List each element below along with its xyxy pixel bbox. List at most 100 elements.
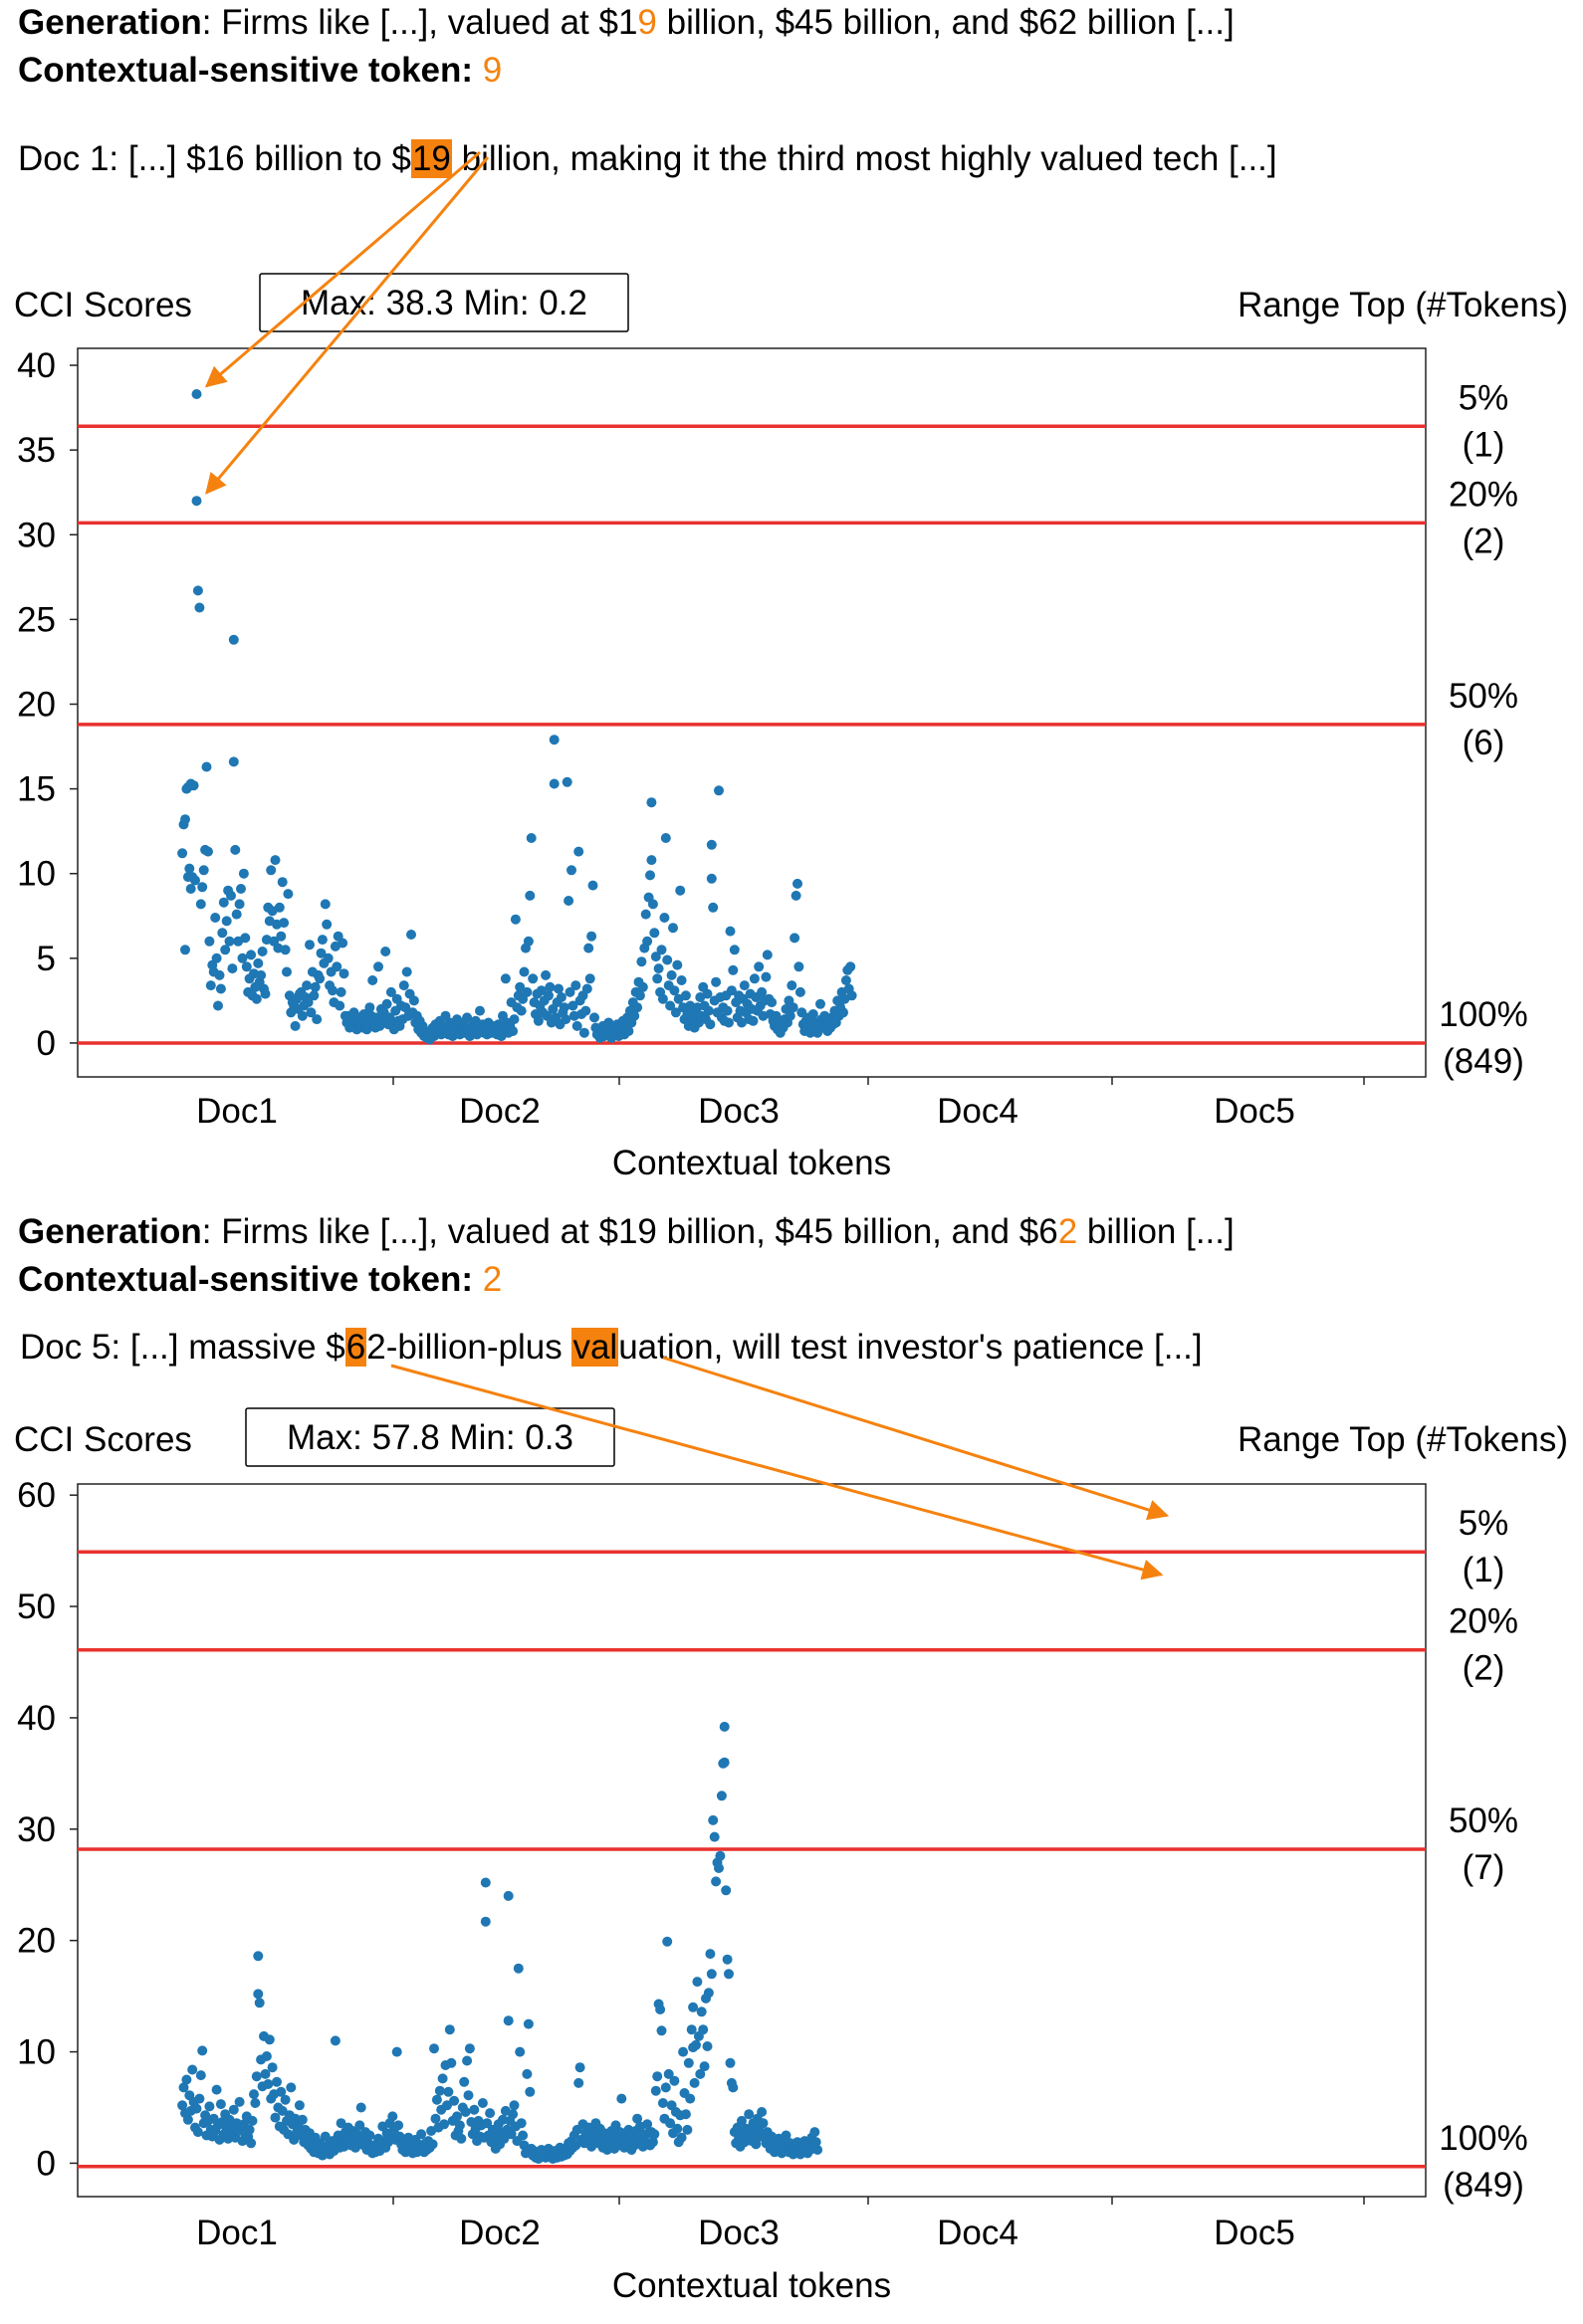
- data-point: [616, 2093, 627, 2104]
- data-point: [722, 1954, 733, 1965]
- data-point: [400, 1002, 411, 1013]
- data-point: [182, 2114, 193, 2125]
- token-label: Contextual-sensitive token: [18, 51, 462, 90]
- doc-text: Doc 1: [...] $16 billion to $: [18, 139, 411, 178]
- data-point: [214, 969, 225, 980]
- token-label: Contextual-sensitive token: [18, 1260, 462, 1299]
- x-axis-title: Contextual tokens: [612, 1144, 891, 1182]
- data-point: [632, 1002, 643, 1013]
- data-point: [385, 986, 396, 997]
- data-point: [702, 988, 713, 999]
- data-point: [246, 2138, 257, 2149]
- data-point: [652, 973, 663, 984]
- data-point: [566, 865, 576, 876]
- data-point: [364, 2130, 375, 2141]
- data-point: [250, 2098, 261, 2108]
- data-point: [787, 980, 797, 991]
- data-point: [264, 2034, 275, 2045]
- data-point: [726, 985, 737, 996]
- data-point: [286, 2082, 297, 2093]
- token-sep: :: [461, 51, 483, 90]
- data-point: [675, 885, 686, 896]
- data-point: [659, 913, 670, 923]
- data-point: [459, 2076, 470, 2087]
- data-point: [660, 833, 671, 843]
- data-point: [689, 2077, 700, 2088]
- data-point: [277, 2105, 288, 2116]
- data-point: [623, 1026, 634, 1036]
- data-point: [320, 2131, 331, 2142]
- data-point: [211, 952, 222, 963]
- data-point: [416, 2129, 427, 2140]
- data-point: [429, 2043, 439, 2054]
- doc-highlight: val: [571, 1328, 619, 1367]
- data-point: [657, 993, 668, 1004]
- data-point: [676, 975, 687, 985]
- data-point: [328, 985, 338, 996]
- threshold-count: (849): [1443, 1042, 1524, 1081]
- data-point: [181, 2074, 192, 2085]
- data-point: [289, 2134, 300, 2145]
- scatter-points: [177, 389, 857, 1045]
- token-value: 9: [482, 51, 503, 90]
- data-point: [645, 870, 655, 881]
- data-point: [194, 2093, 205, 2104]
- data-point: [794, 986, 805, 997]
- data-point: [791, 890, 801, 901]
- data-point: [711, 976, 722, 987]
- data-point: [792, 878, 802, 889]
- data-point: [303, 997, 314, 1008]
- y-tick-label: 20: [17, 1922, 56, 1961]
- data-point: [663, 2068, 674, 2079]
- data-point: [516, 2118, 527, 2129]
- data-point: [240, 933, 251, 944]
- data-point: [559, 1002, 569, 1013]
- data-point: [725, 926, 736, 937]
- data-point: [669, 2075, 680, 2086]
- data-point: [454, 2120, 465, 2131]
- data-point: [279, 918, 290, 929]
- data-point: [629, 1010, 640, 1021]
- data-point: [688, 2002, 699, 2012]
- data-point: [261, 2051, 272, 2061]
- generation-text: : Firms like [...], valued at $1: [201, 3, 638, 42]
- y-axis-title: CCI Scores: [14, 1420, 192, 1459]
- data-point: [515, 981, 526, 992]
- data-point: [714, 785, 724, 796]
- data-point: [554, 983, 564, 994]
- data-point: [725, 2057, 736, 2068]
- annotation-arrow: [205, 156, 490, 495]
- data-point: [662, 1936, 673, 1947]
- data-point: [272, 2076, 282, 2087]
- data-point: [180, 814, 190, 825]
- data-point: [449, 2095, 460, 2106]
- data-point: [571, 1020, 582, 1031]
- data-point: [237, 952, 248, 963]
- data-point: [796, 1007, 807, 1018]
- data-point: [253, 1989, 264, 2000]
- data-point: [695, 2068, 706, 2079]
- data-point: [739, 980, 750, 991]
- data-point: [565, 986, 575, 997]
- data-point: [241, 961, 252, 972]
- threshold-count: (2): [1463, 522, 1505, 560]
- data-point: [845, 961, 856, 972]
- y-tick-label: 15: [17, 770, 56, 809]
- doc-line-1: Doc 1: [...] $16 billion to $19 billion,…: [18, 138, 1277, 180]
- data-point: [446, 2057, 457, 2068]
- x-category-label: Doc1: [196, 2214, 278, 2252]
- doc-text: billion, making it the third most highly…: [451, 139, 1277, 178]
- data-point: [583, 943, 594, 953]
- data-point: [182, 872, 193, 883]
- threshold-percent: 20%: [1449, 1602, 1518, 1641]
- data-point: [656, 945, 667, 955]
- data-point: [510, 914, 521, 925]
- data-point: [205, 980, 216, 991]
- threshold-percent: 100%: [1439, 2119, 1528, 2158]
- data-point: [561, 1014, 571, 1025]
- data-point: [691, 2039, 701, 2050]
- x-category-label: Doc3: [698, 2214, 780, 2252]
- y-tick-label: 10: [17, 855, 56, 894]
- data-point: [290, 1020, 301, 1031]
- data-point: [702, 2041, 713, 2051]
